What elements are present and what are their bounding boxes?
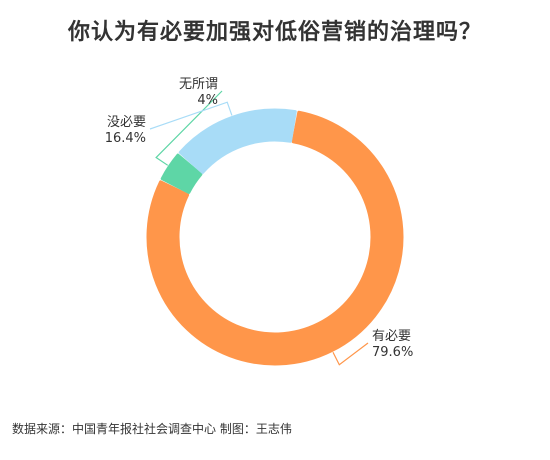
leader-line-2 [149,101,233,130]
slice-0 [146,110,404,366]
leader-line-1 [155,90,223,166]
slice-value-0: 79.6% [372,345,413,360]
slice-label-2: 没必要 [107,115,146,130]
slice-label-1: 无所谓 [179,77,218,92]
chart-title: 你认为有必要加强对低俗营销的治理吗？ [67,20,482,45]
slice-value-2: 16.4% [105,131,146,146]
slice-value-1: 4% [197,93,218,108]
slice-label-0: 有必要 [372,329,411,344]
slice-2 [178,108,297,174]
leader-line-0 [332,342,369,366]
data-source-note: 数据来源：中国青年报社社会调查中心 制图：王志伟 [12,422,292,436]
slice-1 [160,153,203,194]
